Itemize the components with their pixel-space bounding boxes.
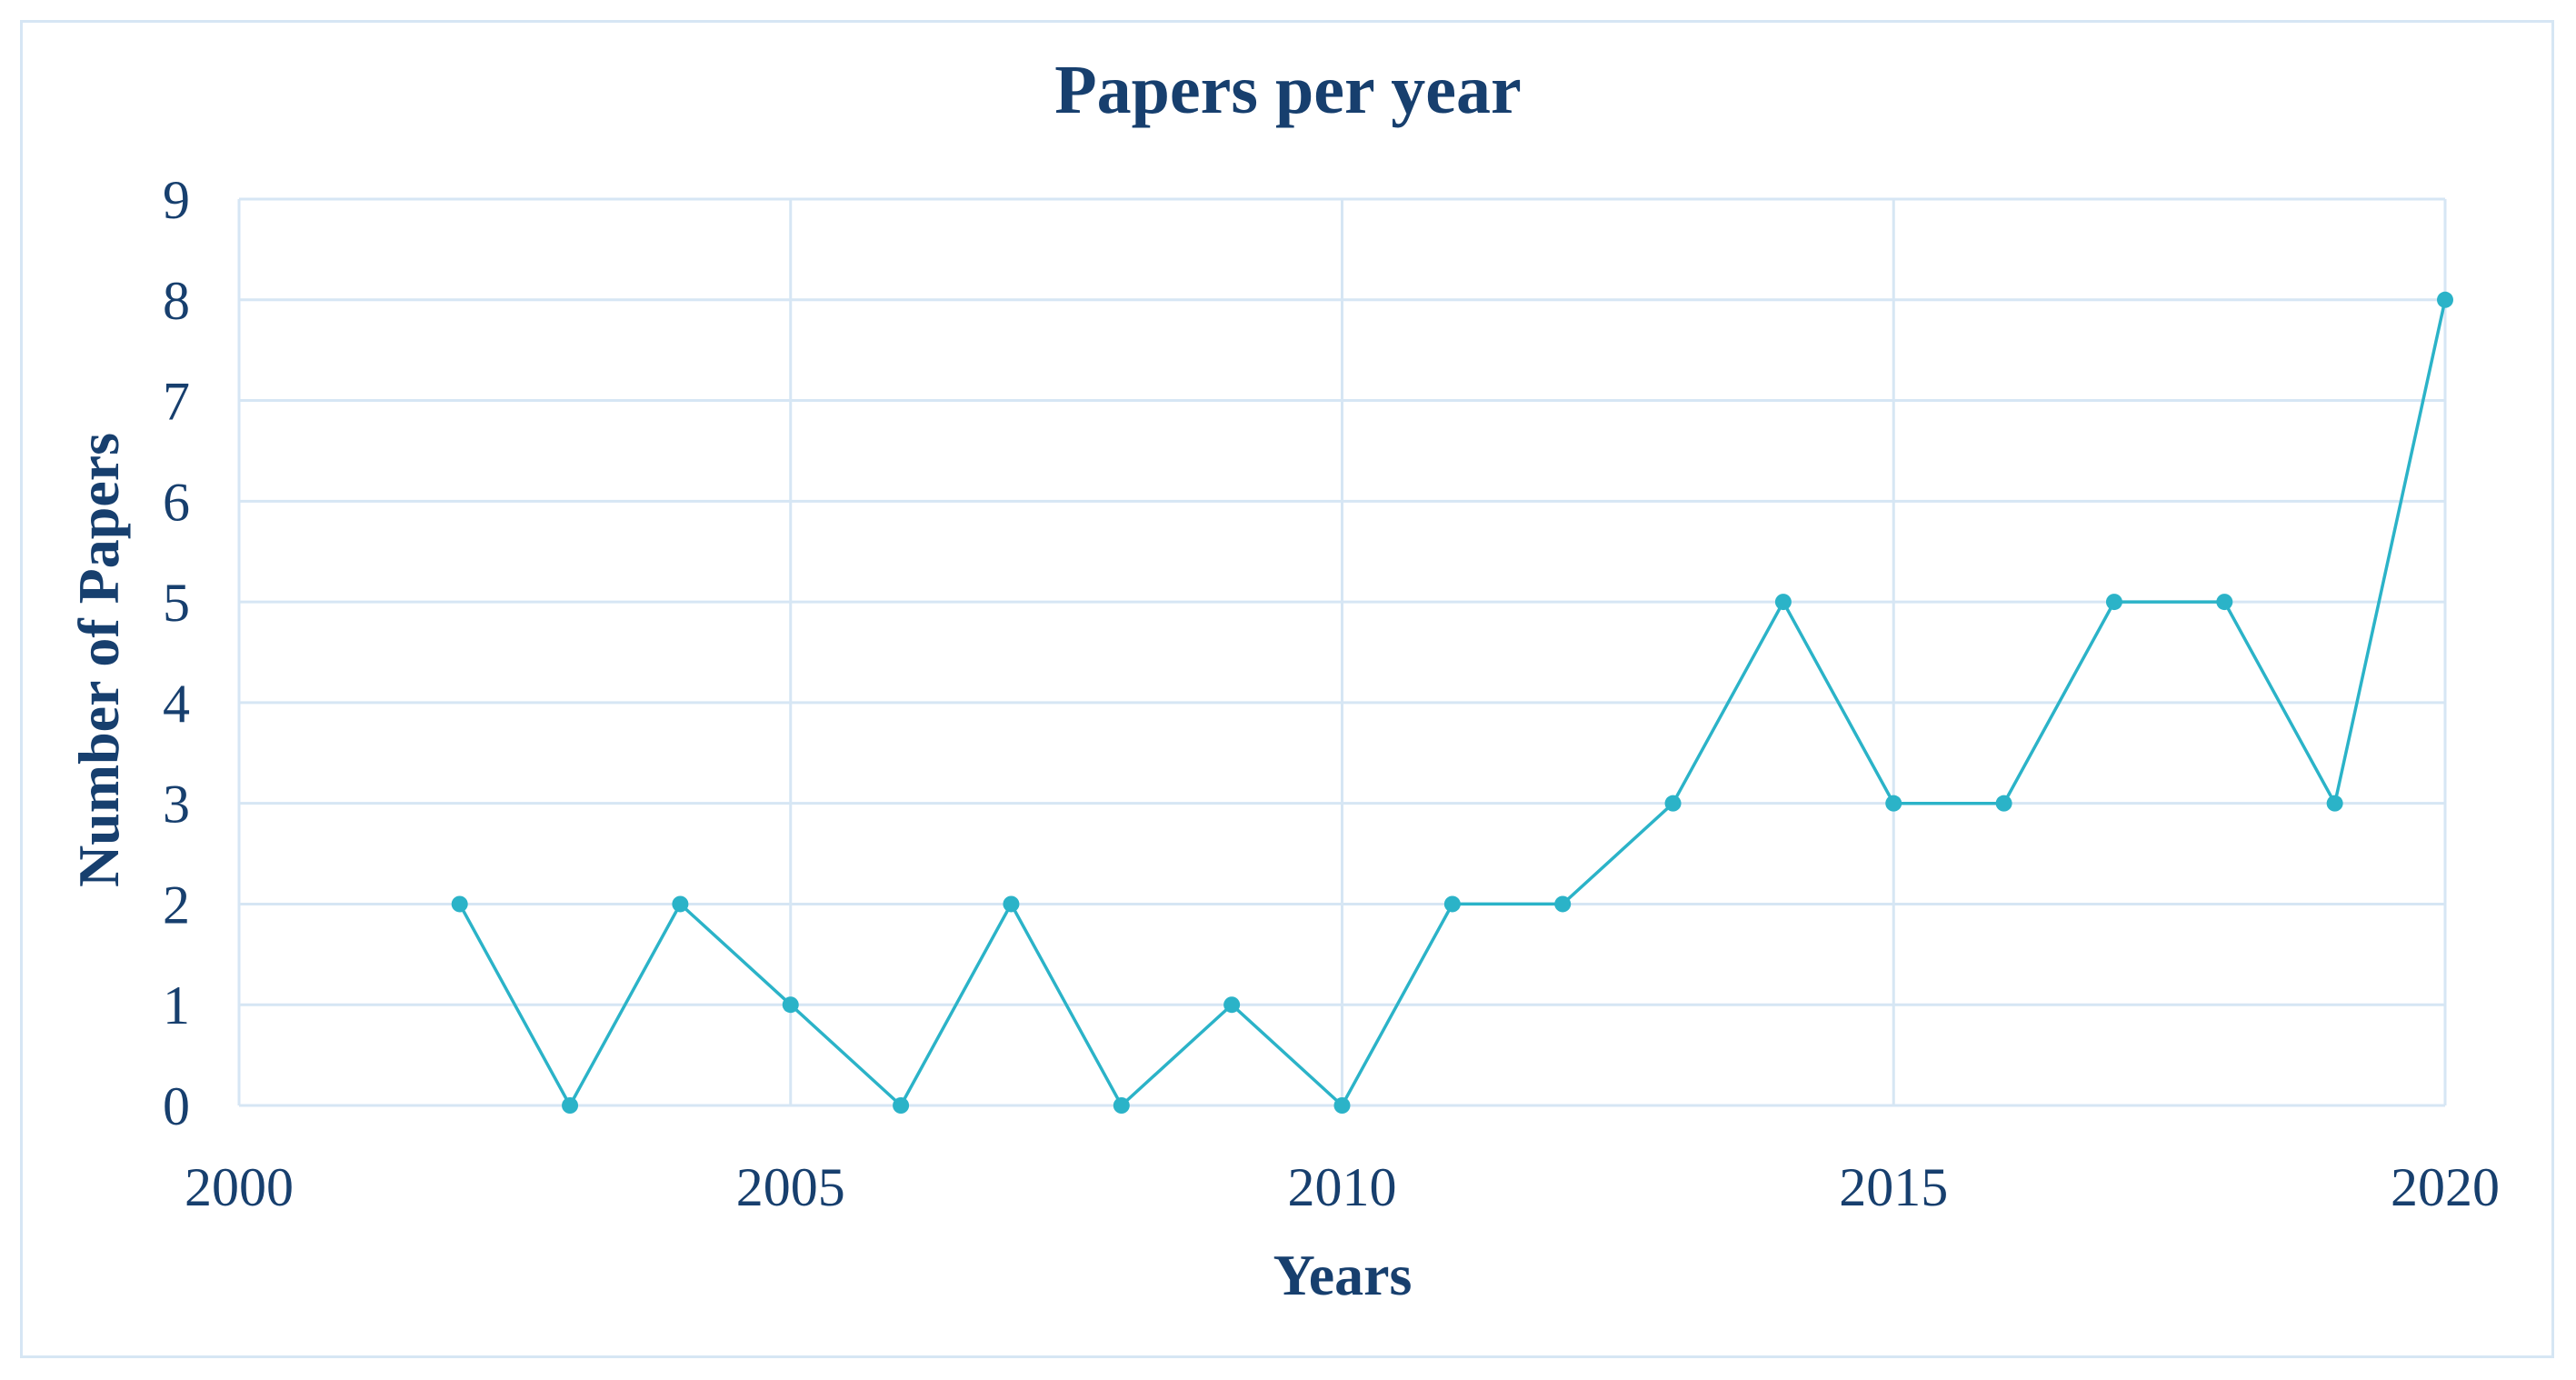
y-tick-labels: 0 1 2 3 4 5 6 7 8 9 [163,170,190,1136]
data-point [1443,895,1461,913]
x-tick-label: 2015 [1839,1157,1948,1217]
x-tick-label: 2000 [185,1157,294,1217]
data-point [1554,895,1572,913]
data-point [893,1097,910,1114]
y-tick-label: 0 [163,1076,190,1136]
data-point [782,996,799,1014]
y-tick-label: 2 [163,875,190,935]
data-point [1333,1097,1351,1114]
y-tick-label: 6 [163,472,190,532]
data-point [2437,291,2453,308]
data-point [672,895,689,913]
x-tick-labels: 2000 2005 2010 2015 2020 [185,1157,2500,1217]
data-point [1223,996,1241,1014]
y-tick-label: 4 [163,674,190,734]
chart-title: Papers per year [1054,52,1522,128]
data-point [451,895,468,913]
data-point [1003,895,1020,913]
y-axis-title: Number of Papers [66,433,131,887]
data-point [1113,1097,1130,1114]
data-point [1664,795,1682,812]
y-tick-label: 9 [163,170,190,230]
data-point [2216,594,2233,611]
x-tick-label: 2010 [1288,1157,1397,1217]
x-axis-title: Years [1273,1243,1413,1307]
data-point [2326,795,2343,812]
gridlines [237,197,2447,1107]
x-tick-label: 2020 [2391,1157,2500,1217]
data-point [1885,795,1902,812]
y-tick-label: 1 [163,975,190,1035]
data-point [2105,594,2122,611]
data-point [562,1097,579,1114]
data-point [1774,594,1792,611]
data-point [1995,795,2012,812]
x-tick-label: 2005 [736,1157,845,1217]
series-layer [451,291,2453,1114]
y-tick-label: 7 [163,372,190,432]
y-tick-label: 8 [163,271,190,331]
y-tick-label: 5 [163,573,190,633]
chart-frame [20,20,2554,1358]
y-tick-label: 3 [163,775,190,835]
